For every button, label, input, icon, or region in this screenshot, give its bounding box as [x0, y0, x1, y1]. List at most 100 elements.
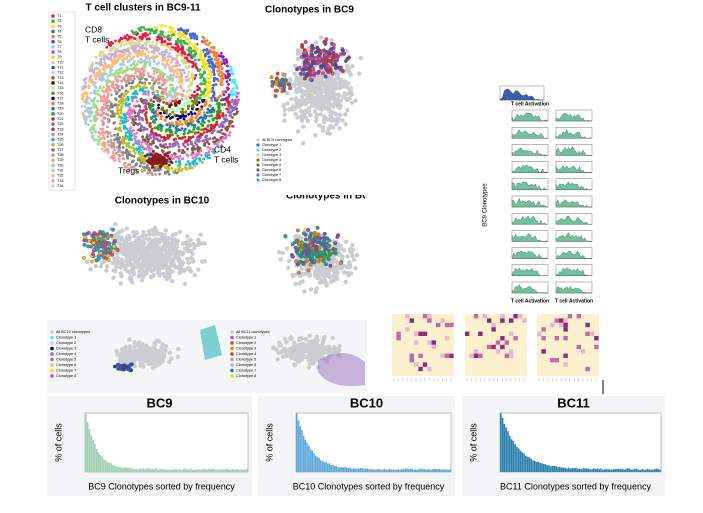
cell-dot [157, 231, 162, 236]
cell-dot [102, 259, 107, 264]
cell-dot [221, 114, 225, 118]
cell-dot [160, 158, 164, 162]
cell-dot [230, 89, 234, 92]
cell-dot [186, 154, 190, 158]
cell-dot [169, 31, 173, 35]
cell-dot [346, 91, 352, 96]
cell-dot [219, 136, 223, 140]
cell-dot [97, 131, 101, 134]
legend-swatch [51, 34, 55, 39]
cell-dot [232, 113, 236, 116]
cell-dot [98, 85, 102, 89]
cell-dot [141, 269, 147, 274]
cell-dot [137, 158, 141, 162]
cell-dot [113, 46, 117, 50]
cell-dot [117, 127, 121, 130]
cell-dot [132, 123, 136, 127]
cell-dot [161, 156, 165, 160]
cell-dot [115, 251, 120, 256]
legend-swatch [51, 117, 55, 121]
cell-dot [146, 37, 149, 41]
cell-dot [144, 127, 148, 131]
clone-dot [328, 69, 333, 74]
cell-dot [184, 56, 187, 59]
cell-dot [136, 112, 140, 115]
cell-dot [134, 30, 138, 34]
cell-dot [167, 122, 171, 125]
cell-dot [120, 92, 124, 96]
cell-dot [166, 79, 170, 83]
cell-dot [332, 269, 338, 274]
cell-dot [208, 41, 212, 45]
cell-dot [113, 158, 117, 162]
cell-dot [99, 99, 103, 102]
cell-dot [144, 92, 148, 96]
cell-dot [159, 111, 163, 115]
clone-dot [325, 236, 330, 241]
cell-dot [91, 100, 95, 103]
legend-swatch [256, 178, 260, 182]
cell-dot [183, 41, 187, 45]
cell-dot [94, 81, 97, 85]
clone-dot [325, 254, 330, 258]
cell-dot [164, 98, 168, 102]
cell-dot [139, 129, 143, 133]
cell-dot [187, 95, 191, 98]
clone-dot [302, 76, 307, 81]
cell-dot [218, 109, 222, 113]
cell-dot [88, 267, 93, 272]
cell-dot [127, 260, 132, 265]
clone-dot [316, 60, 321, 65]
cell-dot [162, 101, 166, 104]
cell-dot [148, 60, 152, 64]
legend-swatch [51, 24, 55, 29]
cell-dot [174, 160, 178, 164]
cell-dot [111, 275, 116, 280]
clone-dot [316, 70, 321, 75]
cell-dot [346, 86, 351, 91]
cell-dot [91, 61, 95, 65]
cell-dot [126, 77, 130, 80]
cell-dot [90, 136, 94, 139]
cell-dot [92, 91, 96, 94]
cell-dot [186, 124, 190, 128]
cell-dot [134, 41, 138, 45]
cell-dot [140, 144, 144, 148]
cell-dot [297, 49, 303, 55]
cell-dot [199, 149, 203, 153]
cell-dot [123, 43, 126, 47]
cell-dot [195, 49, 199, 52]
cell-dot [164, 110, 168, 113]
cell-dot [95, 71, 99, 75]
legend-swatch [256, 158, 260, 162]
cell-dot [85, 91, 89, 95]
cell-dot [172, 124, 175, 128]
cell-dot [110, 145, 113, 149]
cell-dot [161, 139, 165, 143]
cell-dot [195, 34, 198, 38]
cell-dot [183, 145, 187, 149]
cell-dot [160, 23, 164, 27]
cell-dot [132, 75, 136, 78]
cell-dot [106, 135, 110, 139]
cell-dot [107, 108, 110, 112]
cell-dot [125, 65, 129, 69]
cell-dot [147, 27, 151, 31]
cell-dot [186, 143, 190, 146]
cell-dot [327, 131, 332, 136]
cell-dot [157, 33, 161, 37]
clone-dot [303, 40, 308, 44]
legend-swatch [51, 106, 55, 111]
cell-dot [184, 140, 188, 143]
cell-dot [125, 42, 129, 45]
cell-dot [146, 261, 152, 266]
cell-dot [115, 259, 121, 264]
cell-dot [332, 95, 337, 100]
cell-dot [180, 74, 184, 77]
cell-dot [342, 79, 348, 84]
cell-dot [166, 102, 169, 105]
cell-dot [153, 237, 158, 242]
cell-dot [229, 121, 233, 124]
cell-dot [204, 54, 207, 58]
cell-dot [94, 130, 97, 134]
